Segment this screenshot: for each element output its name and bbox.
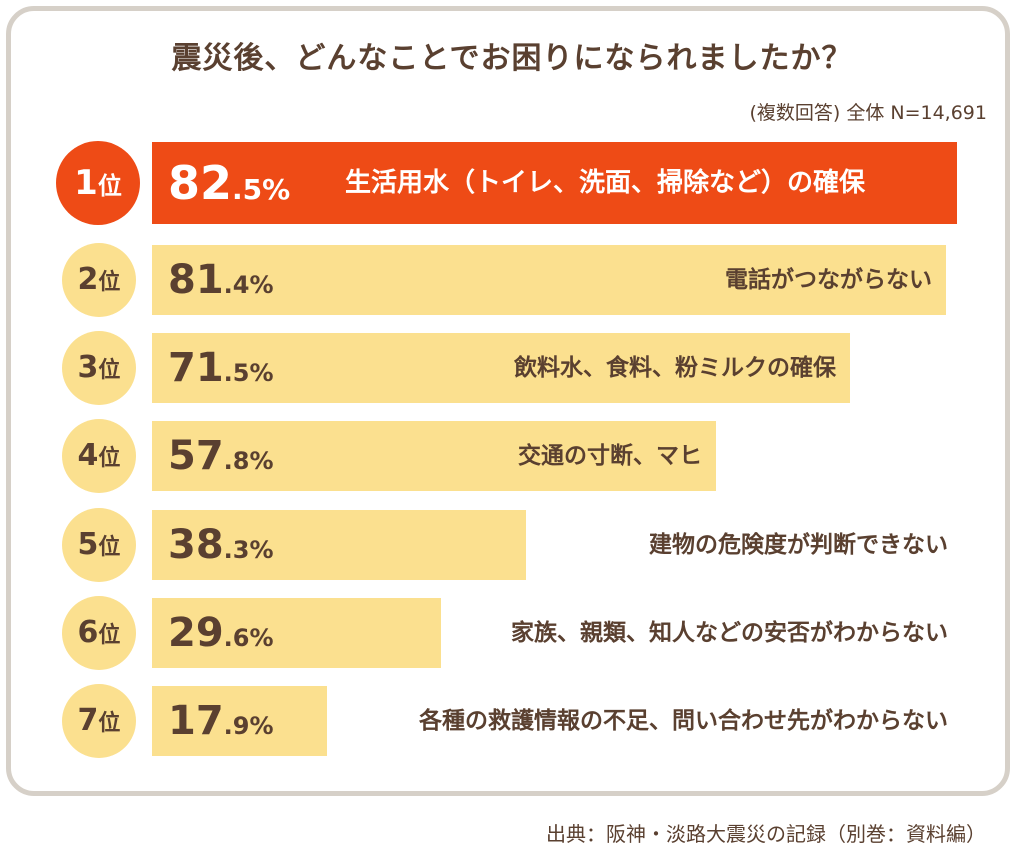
category-label: 各種の救護情報の不足、問い合わせ先がわからない — [419, 708, 948, 734]
value-label: 38.3% — [168, 522, 274, 568]
category-label: 飲料水、食料、粉ミルクの確保 — [514, 355, 836, 381]
value-label: 82.5% — [168, 156, 291, 210]
value-label: 57.8% — [168, 433, 274, 479]
rank-badge: 2位 — [62, 243, 136, 317]
rank-number: 2 — [77, 262, 99, 297]
source-note: 出典：阪神・淡路大震災の記録（別巻：資料編） — [546, 822, 986, 846]
rank-unit: 位 — [98, 446, 121, 471]
sample-note: (複数回答) 全体 N=14,691 — [749, 102, 987, 124]
rank-number: 4 — [77, 438, 99, 473]
bar — [152, 421, 716, 491]
chart-title: 震災後、どんなことでお困りになられましたか？ — [171, 41, 853, 76]
category-label: 電話がつながらない — [725, 267, 932, 293]
rank-badge: 4位 — [62, 419, 136, 493]
rank-unit: 位 — [98, 358, 121, 383]
rank-badge: 3位 — [62, 331, 136, 405]
rank-unit: 位 — [98, 535, 121, 560]
category-label: 家族、親類、知人などの安否がわからない — [511, 620, 948, 646]
bar — [152, 142, 957, 224]
rank-unit: 位 — [97, 172, 122, 200]
rank-badge: 1位 — [56, 141, 140, 225]
rank-badge: 5位 — [62, 508, 136, 582]
rank-unit: 位 — [98, 623, 121, 648]
value-label: 71.5% — [168, 345, 274, 391]
rank-number: 6 — [77, 615, 99, 650]
value-label: 17.9% — [168, 698, 274, 744]
rank-unit: 位 — [98, 711, 121, 736]
bar — [152, 598, 441, 668]
value-label: 29.6% — [168, 610, 274, 656]
rank-number: 7 — [77, 703, 99, 738]
category-label: 生活用水（トイレ、洗面、掃除など）の確保 — [345, 168, 866, 198]
bar — [152, 333, 850, 403]
rank-number: 1 — [74, 163, 98, 203]
category-label: 交通の寸断、マヒ — [518, 443, 702, 469]
rank-number: 5 — [77, 527, 99, 562]
bar — [152, 510, 526, 580]
bar — [152, 686, 327, 756]
rank-number: 3 — [77, 350, 99, 385]
rank-unit: 位 — [98, 270, 121, 295]
category-label: 建物の危険度が判断できない — [649, 532, 948, 558]
bar — [152, 245, 946, 315]
rank-badge: 7位 — [62, 684, 136, 758]
rank-badge: 6位 — [62, 596, 136, 670]
value-label: 81.4% — [168, 257, 274, 303]
